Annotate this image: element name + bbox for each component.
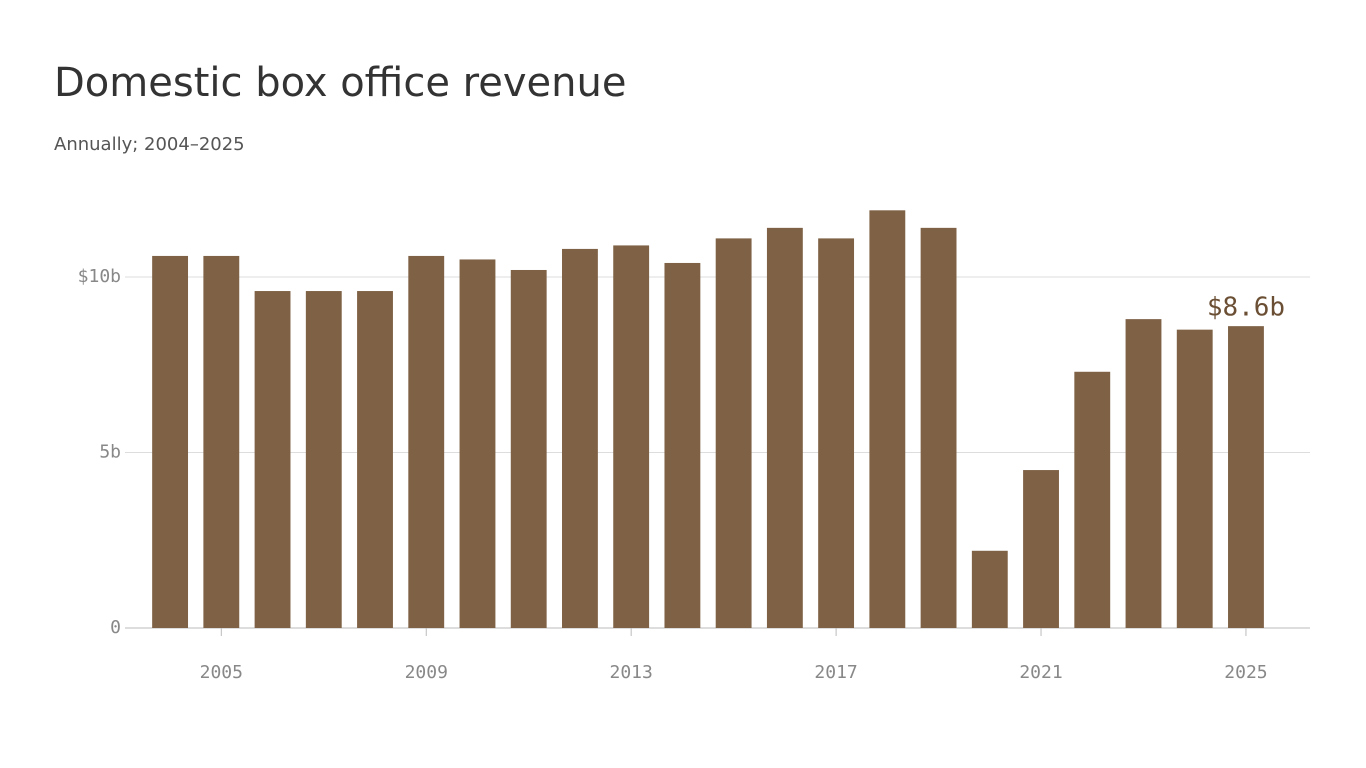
bar [459, 259, 496, 628]
bar [510, 269, 547, 628]
bar [408, 255, 445, 628]
bar [818, 238, 855, 628]
bar [254, 291, 291, 628]
chart-subtitle: Annually; 2004–2025 [54, 134, 245, 155]
bar [1023, 470, 1059, 628]
bar [971, 550, 1008, 628]
x-tick-label: 2009 [405, 662, 448, 683]
bar [1074, 371, 1111, 628]
chart-title: Domestic box office revenue [54, 60, 626, 106]
y-tick-label: 5b [99, 442, 121, 463]
bar [203, 255, 240, 628]
bar [664, 262, 701, 628]
y-tick-label: $10b [78, 266, 121, 287]
x-tick-label: 2013 [609, 662, 652, 683]
bar [715, 238, 752, 628]
value-label: $8.6b [1207, 293, 1285, 323]
bar [1125, 319, 1162, 628]
bar [152, 255, 189, 628]
bar [357, 291, 393, 628]
bar [920, 227, 957, 629]
bar [305, 291, 342, 628]
x-tick-label: 2005 [200, 662, 243, 683]
bar [1176, 329, 1213, 628]
bar [562, 248, 598, 629]
x-tick-label: 2017 [814, 662, 857, 683]
x-tick-label: 2021 [1019, 662, 1062, 683]
bar [869, 210, 906, 628]
bar [613, 245, 650, 628]
bar [1228, 326, 1264, 628]
bar [766, 227, 803, 629]
x-tick-label: 2025 [1224, 662, 1267, 683]
y-tick-label: 0 [110, 617, 121, 638]
